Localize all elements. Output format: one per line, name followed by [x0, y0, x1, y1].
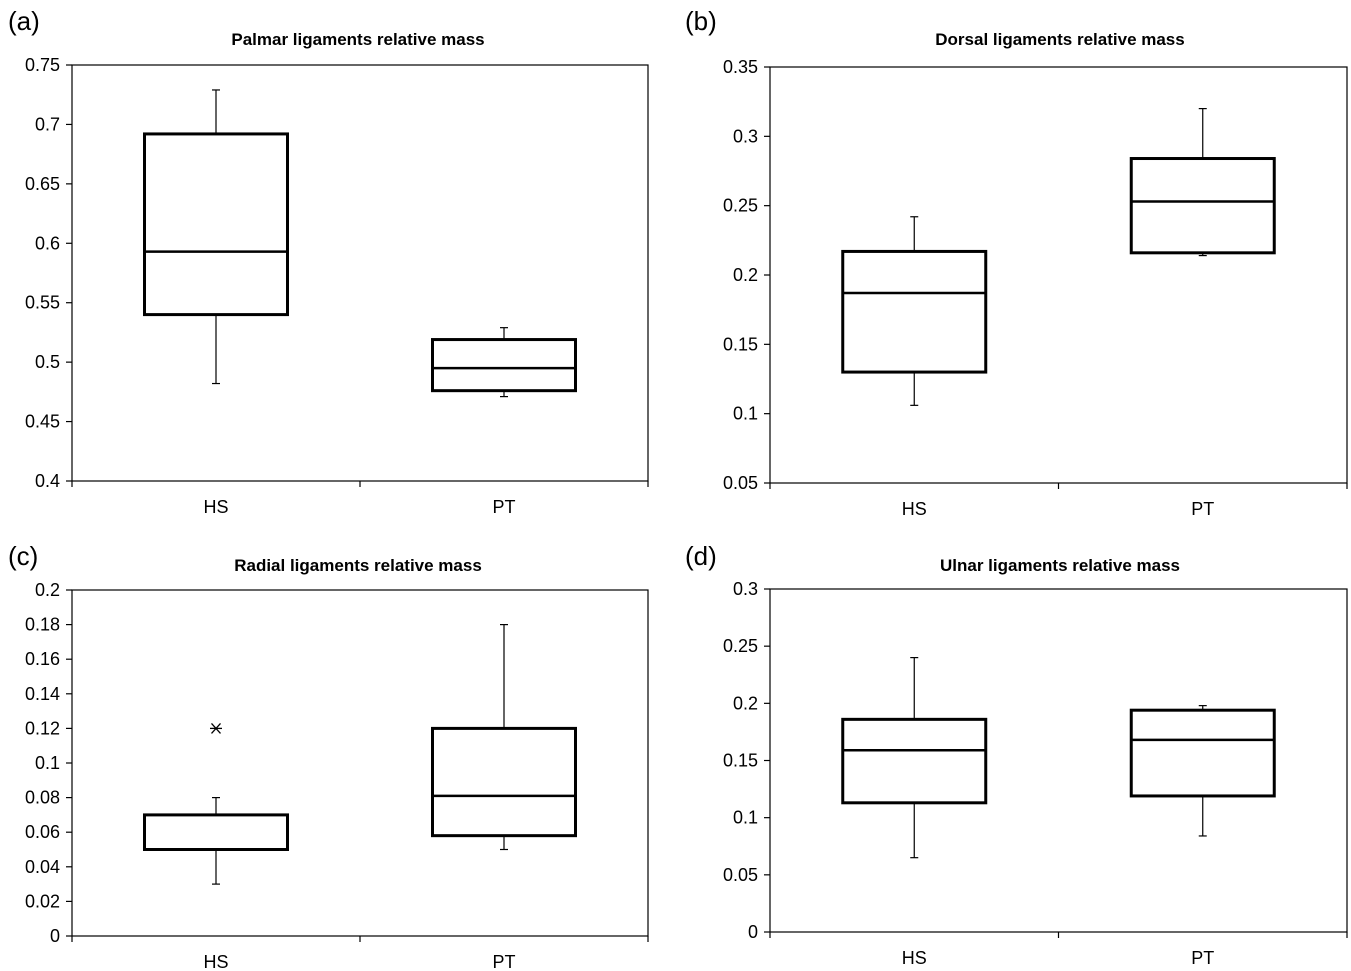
y-tick-label: 0.14: [25, 684, 60, 704]
box-body: [431, 338, 577, 393]
y-tick-label: 0.1: [35, 753, 60, 773]
y-tick-label: 0: [50, 926, 60, 946]
x-tick-label: PT: [492, 497, 515, 517]
panel-c: (c) Radial ligaments relative mass 0 0.02…: [8, 541, 649, 971]
outlier-stroke: [211, 722, 221, 734]
x-tick-label: PT: [1191, 499, 1214, 519]
chart-title: Dorsal ligaments relative mass: [935, 30, 1184, 49]
y-tick-label: 0.35: [723, 57, 758, 77]
y-tick-label: 0.2: [733, 265, 758, 285]
y-tick-label: 0.05: [723, 865, 758, 885]
y-tick-label: 0.18: [25, 615, 60, 635]
y-tick-label: 0.25: [723, 636, 758, 656]
chart-title: Radial ligaments relative mass: [234, 556, 482, 575]
box-hs: [841, 656, 988, 859]
box-body: [431, 726, 577, 838]
y-tick-label: 0.08: [25, 788, 60, 808]
box-body: [143, 132, 289, 317]
y-tick-label: 0.04: [25, 857, 60, 877]
y-tick-label: 0.16: [25, 649, 60, 669]
panel-tag: (b): [685, 6, 717, 36]
x-tick-label: PT: [1191, 948, 1214, 968]
box-hs: [143, 722, 289, 885]
panel-tag: (d): [685, 541, 717, 571]
chart-title: Ulnar ligaments relative mass: [940, 556, 1180, 575]
y-tick-label: 0.3: [733, 126, 758, 146]
y-tick-label: 0.15: [723, 334, 758, 354]
y-tick-label: 0.1: [733, 404, 758, 424]
y-tick-label: 0.3: [733, 579, 758, 599]
y-tick-label: 0: [748, 922, 758, 942]
y-tick-label: 0.15: [723, 751, 758, 771]
box-body: [143, 813, 289, 852]
panel-d: (d) Ulnar ligaments relative mass 0 0.05 0…: [685, 541, 1348, 968]
box-pt: [431, 623, 577, 851]
y-tick-label: 0.05: [723, 473, 758, 493]
panel-b: (b) Dorsal ligaments relative mass 0.05 0…: [685, 6, 1348, 519]
y-tick-label: 0.75: [25, 55, 60, 75]
box-hs: [143, 89, 289, 385]
y-tick-label: 0.5: [35, 352, 60, 372]
box-body: [841, 717, 988, 805]
box-pt: [431, 327, 577, 398]
y-tick-label: 0.45: [25, 412, 60, 432]
x-tick-label: HS: [203, 497, 228, 517]
y-tick-label: 0.2: [733, 693, 758, 713]
panel-tag: (a): [8, 6, 40, 36]
box-pt: [1129, 107, 1276, 257]
y-tick-label: 0.55: [25, 293, 60, 313]
panel-a: (a) Palmar ligaments relative mass 0.4 0.…: [8, 6, 649, 517]
box-hs: [841, 216, 988, 406]
y-tick-label: 0.4: [35, 471, 60, 491]
box-body: [1129, 157, 1276, 255]
panel-tag: (c): [8, 541, 38, 571]
outlier-marker: [210, 722, 222, 734]
x-tick-label: PT: [492, 952, 515, 971]
y-tick-label: 0.25: [723, 196, 758, 216]
box-pt: [1129, 705, 1276, 837]
y-tick-label: 0.7: [35, 114, 60, 134]
x-tick-label: HS: [902, 948, 927, 968]
y-tick-label: 0.65: [25, 174, 60, 194]
chart-title: Palmar ligaments relative mass: [231, 30, 484, 49]
y-tick-label: 0.02: [25, 891, 60, 911]
y-tick-label: 0.6: [35, 233, 60, 253]
y-tick-label: 0.1: [733, 808, 758, 828]
x-tick-label: HS: [902, 499, 927, 519]
y-tick-label: 0.06: [25, 822, 60, 842]
y-tick-label: 0.2: [35, 580, 60, 600]
box-body: [841, 249, 988, 374]
y-tick-label: 0.12: [25, 718, 60, 738]
x-tick-label: HS: [203, 952, 228, 971]
box-body: [1129, 708, 1276, 798]
